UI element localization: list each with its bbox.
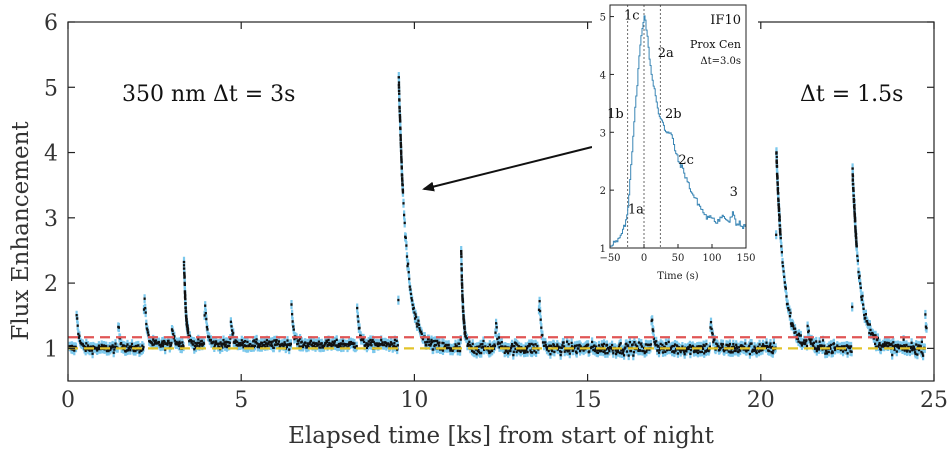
y-tick-label: 6 <box>44 11 58 36</box>
x-tick-label: 0 <box>61 388 75 413</box>
inset-x-tick-label: 50 <box>672 253 685 264</box>
inset-phase-label-1c: 1c <box>624 8 640 23</box>
annotation-350nm-cadence: 350 nm Δt = 3s <box>122 82 295 107</box>
x-tick-label: 15 <box>574 388 602 413</box>
y-tick-label: 2 <box>44 272 58 297</box>
x-tick-label: 25 <box>920 388 948 413</box>
inset-x-tick-label: −50 <box>599 253 620 264</box>
error-bar-path <box>68 72 928 361</box>
inset-background <box>592 2 758 284</box>
inset-flare-zoom: −50 0 50 100 150 1 2 3 4 5 1a 1b 1c 2a 2b 2c 3 IF10 Pr… <box>592 2 758 284</box>
inset-subtitle: Prox Cen <box>690 38 741 51</box>
inset-phase-label-1a: 1a <box>628 202 644 217</box>
inset-phase-label-2c: 2c <box>678 153 694 168</box>
y-axis-title: Flux Enhancement <box>8 121 34 341</box>
inset-phase-label-1b: 1b <box>607 107 624 122</box>
y-tick-label: 5 <box>44 76 58 101</box>
x-axis-title: Elapsed time [ks] from start of night <box>288 423 715 449</box>
inset-y-tick-label: 2 <box>600 186 606 197</box>
inset-phase-labels: 1a 1b 1c 2a 2b 2c 3 <box>607 8 738 217</box>
inset-title: IF10 <box>710 13 741 28</box>
inset-x-tick-label: 150 <box>736 253 755 264</box>
error-bars <box>68 72 928 361</box>
inset-pointer-arrow <box>422 146 593 192</box>
data-points <box>68 76 928 357</box>
main-plot-frame <box>67 21 935 382</box>
x-tick-label: 5 <box>234 388 248 413</box>
inset-x-tick-label: 100 <box>702 253 721 264</box>
annotation-cadence-right: Δt = 1.5s <box>800 82 903 107</box>
inset-y-tick-label: 5 <box>600 13 606 24</box>
y-tick-label: 3 <box>44 207 58 232</box>
data-point-path <box>68 76 928 357</box>
x-tick-label: 10 <box>400 388 428 413</box>
inset-phase-label-2a: 2a <box>658 46 674 61</box>
inset-x-tick-label: 0 <box>641 253 647 264</box>
inset-phase-label-2b: 2b <box>665 107 682 122</box>
inset-axes: −50 0 50 100 150 1 2 3 4 5 <box>599 13 755 264</box>
y-tick-label: 4 <box>44 142 58 167</box>
inset-light-curve <box>610 15 746 247</box>
inset-cadence-note: Δt=3.0s <box>700 56 741 67</box>
inset-y-tick-label: 3 <box>600 128 606 139</box>
inset-plot-data <box>610 5 746 248</box>
inset-y-tick-label: 4 <box>600 70 606 81</box>
inset-x-axis-title: Time (s) <box>657 271 698 282</box>
inset-phase-label-3: 3 <box>730 185 738 200</box>
main-plot-data <box>68 72 928 361</box>
x-tick-label: 20 <box>747 388 775 413</box>
inset-y-tick-label: 1 <box>600 244 606 255</box>
y-tick-label: 1 <box>44 337 58 362</box>
